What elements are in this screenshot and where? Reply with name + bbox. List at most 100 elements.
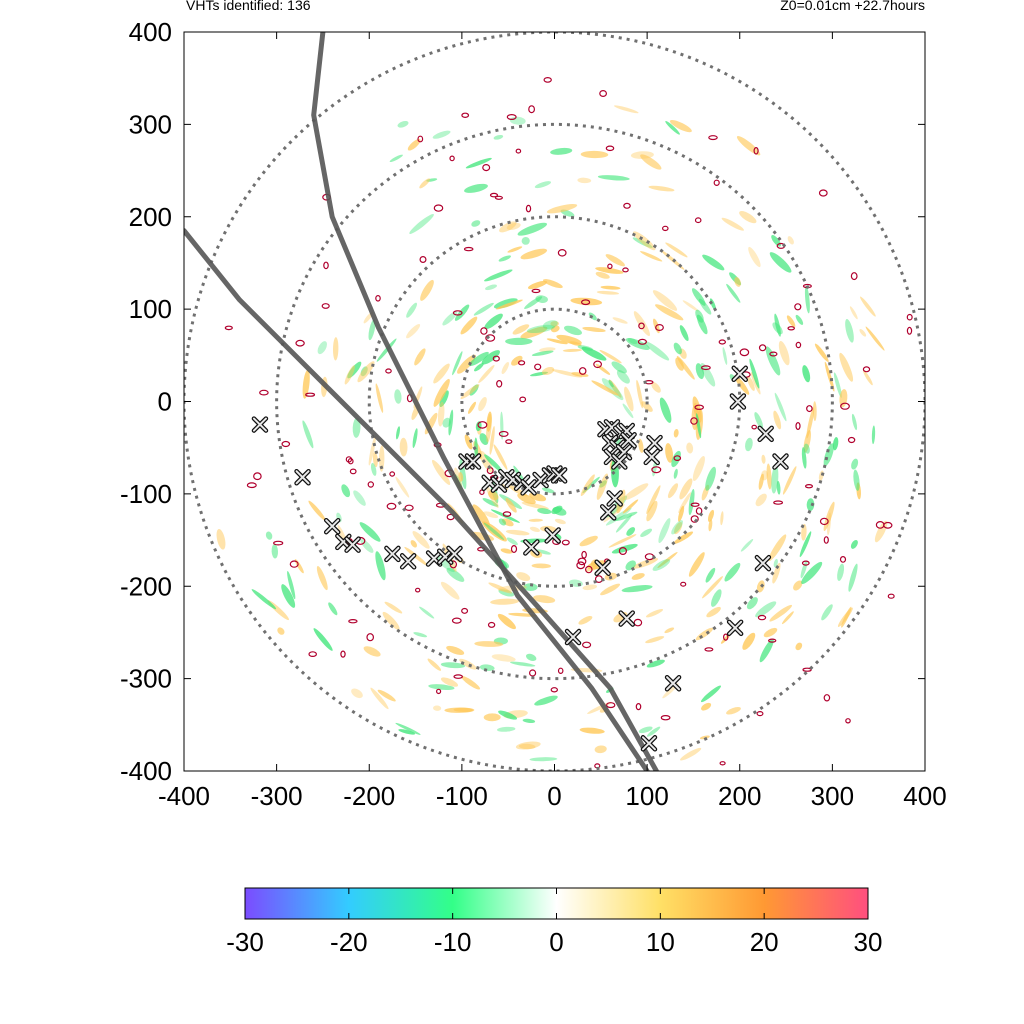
colorbar-tick-label: -30 (226, 927, 264, 957)
field-streak (640, 154, 662, 170)
field-streak (520, 326, 548, 339)
vht-contour (801, 560, 810, 566)
field-streak (734, 276, 741, 287)
vht-contour (494, 195, 503, 200)
field-streak (506, 222, 521, 230)
field-streak (833, 372, 842, 398)
field-streak (804, 285, 810, 314)
field-streak (625, 338, 650, 350)
field-streak (801, 447, 807, 469)
field-streak (837, 563, 845, 581)
field-streak (483, 522, 505, 540)
field-streak (419, 606, 435, 619)
field-streak (863, 370, 873, 386)
vht-contour (487, 621, 496, 628)
field-streak (768, 534, 787, 562)
vht-contour (887, 593, 895, 599)
field-streak (497, 726, 516, 732)
field-streak (500, 411, 504, 440)
vht-contour (787, 326, 796, 331)
field-streak (577, 177, 592, 184)
field-streak (541, 366, 555, 376)
field-streak (396, 426, 400, 440)
field-streak (486, 411, 492, 432)
range-ring (460, 307, 649, 496)
vht-marker (294, 468, 311, 486)
field-streak (699, 735, 710, 740)
vht-contour (694, 404, 704, 410)
colorbar-tick-label: 20 (750, 927, 779, 957)
field-streak (667, 483, 679, 499)
x-tick-label: 0 (547, 781, 561, 811)
field-streak (554, 518, 566, 525)
field-streak (485, 284, 497, 291)
field-streak (294, 559, 304, 574)
vht-marker-fill (295, 470, 310, 485)
vht-contour (862, 366, 871, 373)
field-streak (550, 321, 559, 327)
vht-marker (251, 416, 269, 433)
field-streak (821, 604, 833, 621)
field-streak (501, 361, 510, 375)
vht-marker (599, 504, 617, 521)
vht-marker (544, 527, 561, 544)
field-streak (851, 413, 858, 431)
vht-marker-fill (758, 426, 773, 441)
vht-marker-fill (465, 454, 480, 469)
field-streak (457, 354, 476, 374)
vht-contour (531, 288, 541, 294)
vht-contour (308, 651, 318, 657)
field-streak (624, 386, 634, 412)
vht-contour (366, 633, 375, 642)
field-streak (736, 136, 761, 156)
field-streak (754, 412, 764, 429)
vht-contour (305, 392, 316, 397)
field-streak (527, 280, 548, 290)
field-streak (478, 397, 487, 412)
field-streak (665, 242, 688, 258)
field-streak (614, 511, 638, 522)
field-streak (353, 490, 366, 506)
vht-contour (806, 405, 813, 413)
field-streak (542, 320, 558, 329)
colorbar-tick-label: 30 (854, 927, 883, 957)
field-streak (375, 551, 386, 581)
field-streak (632, 237, 653, 248)
field-streak (801, 523, 807, 541)
field-streak (376, 338, 397, 362)
vht-contour (550, 687, 559, 693)
field-streak (442, 311, 458, 326)
vht-contour (694, 217, 702, 224)
field-streak (673, 531, 694, 544)
field-streak (631, 573, 645, 580)
field-streak (534, 695, 558, 706)
field-streak (758, 473, 764, 490)
field-streak (701, 576, 724, 599)
field-streak (740, 538, 754, 552)
field-streak (302, 369, 310, 399)
field-streak (651, 381, 661, 393)
y-tick-label: 200 (129, 202, 172, 232)
field-streak (787, 236, 794, 245)
vht-marker-fill (619, 611, 634, 626)
vht-contour (906, 326, 913, 335)
field-streak (344, 365, 355, 385)
vht-marker (399, 553, 417, 570)
vht-contour (804, 484, 813, 489)
field-streak (615, 514, 633, 533)
field-streak (621, 585, 653, 593)
vht-contour (323, 261, 329, 270)
field-streak (795, 314, 804, 325)
field-streak (446, 567, 465, 582)
field-streak (460, 316, 478, 335)
field-streak (399, 437, 408, 457)
vht-contour (584, 565, 593, 574)
vht-contour (347, 458, 354, 465)
field-streak (691, 288, 706, 306)
vht-contour (708, 135, 718, 141)
vht-marker-fill (447, 546, 462, 561)
vht-contour (246, 482, 257, 489)
x-tick-label: 300 (811, 781, 854, 811)
field-streak (483, 511, 499, 519)
vht-contour (477, 421, 488, 429)
